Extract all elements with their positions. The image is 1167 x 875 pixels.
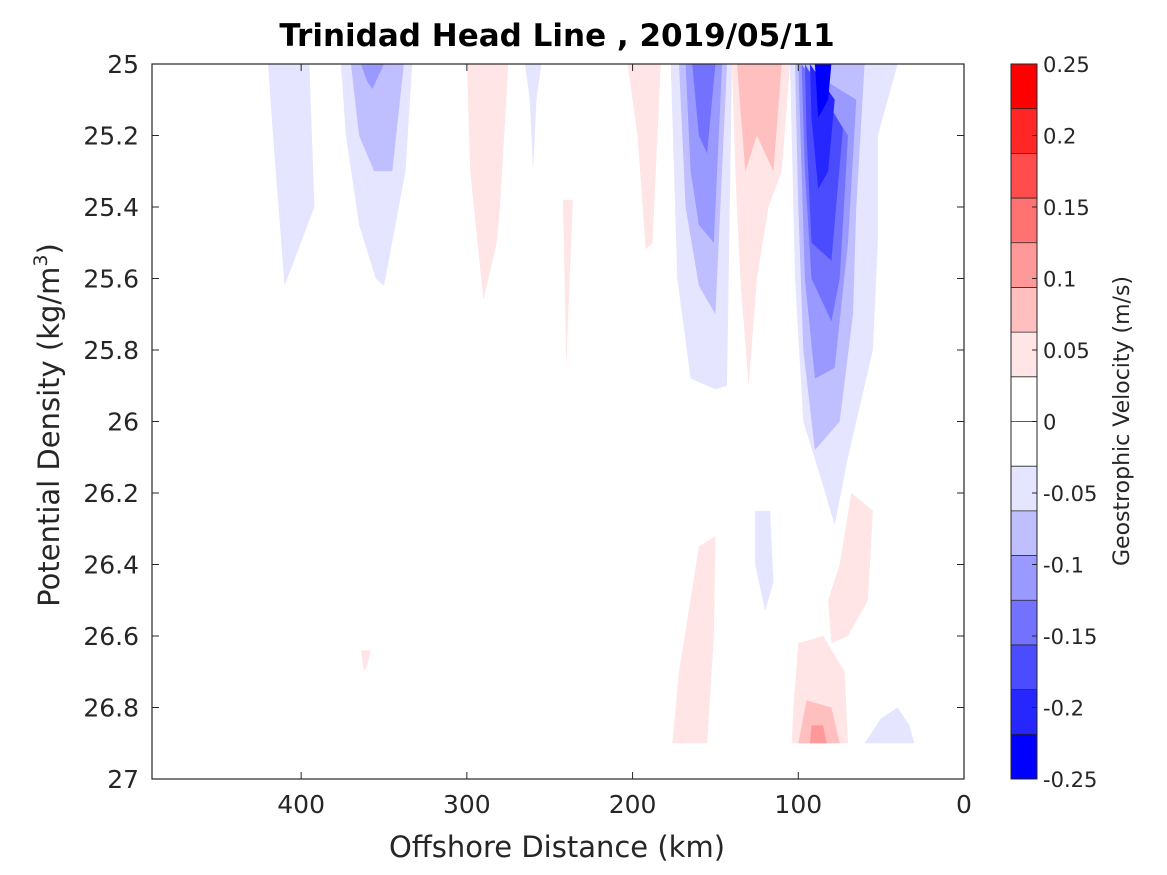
- y-tick-label: 25.8: [83, 336, 139, 365]
- y-tick-label: 25: [107, 50, 139, 79]
- contour-region-16: [755, 510, 774, 611]
- colorbar-segment: [1011, 108, 1037, 154]
- colorbar-segment: [1011, 555, 1037, 601]
- contour-region-28: [360, 650, 371, 672]
- colorbar-tick-label: 0.15: [1043, 196, 1090, 220]
- contour-region-8: [692, 64, 716, 154]
- y-axis-label-superscript: 3: [30, 254, 52, 266]
- y-axis-label-text: Potential Density (kg/m: [32, 267, 66, 607]
- y-tick-label: 26.4: [83, 551, 139, 580]
- colorbar-segment: [1011, 734, 1037, 780]
- y-tick-label: 25.2: [83, 122, 139, 151]
- colorbar-segments: [1011, 64, 1037, 780]
- contour-region-20: [627, 64, 661, 250]
- y-tick-label: 27: [107, 765, 139, 794]
- colorbar-segment: [1011, 466, 1037, 512]
- colorbar: 0.25 0.2 0.15 0.1 0.05 0 -0.05 -0.1 -0.15 -0.2 -0.…: [1010, 53, 1135, 792]
- y-tick-label: 25.4: [83, 193, 139, 222]
- colorbar-segment: [1011, 332, 1037, 378]
- colorbar-tick-label: -0.15: [1043, 625, 1097, 649]
- colorbar-segment: [1011, 510, 1037, 556]
- y-tick-label: 26.8: [83, 694, 139, 723]
- colorbar-tick-label: 0: [1043, 411, 1056, 435]
- contour-region-23: [828, 493, 873, 644]
- colorbar-segment: [1011, 198, 1037, 244]
- contour-region-4: [524, 64, 542, 172]
- x-axis-ticks: 400 300 200 100 0: [277, 64, 972, 819]
- colorbar-tick-label: -0.2: [1043, 697, 1084, 721]
- colorbar-segment: [1011, 689, 1037, 735]
- chart-title: Trinidad Head Line , 2019/05/11: [279, 18, 834, 54]
- contour-region-7: [685, 64, 723, 243]
- contour-region-19: [563, 199, 573, 368]
- contour-region-27: [809, 725, 827, 744]
- y-tick-label: 25.6: [83, 265, 139, 294]
- y-axis-ticks: 25 25.2 25.4 25.6 25.8 26 26.2 26.4 26.6 26.8 27: [83, 50, 964, 794]
- x-tick-label: 0: [956, 790, 972, 819]
- colorbar-tick-label: -0.1: [1043, 554, 1084, 578]
- colorbar-segment: [1011, 376, 1037, 422]
- contour-region-18: [466, 64, 509, 300]
- colorbar-segment: [1011, 644, 1037, 690]
- colorbar-ticks: 0.25 0.2 0.15 0.1 0.05 0 -0.05 -0.1 -0.15 -0.2 -0.…: [1032, 53, 1097, 792]
- contour-region-15: [814, 64, 832, 118]
- colorbar-segment: [1011, 242, 1037, 288]
- contour-region-26: [798, 700, 840, 744]
- x-axis-label: Offshore Distance (km): [389, 830, 725, 864]
- y-tick-label: 26: [107, 408, 139, 437]
- contour-region-3: [360, 64, 384, 89]
- y-tick-label: 26.2: [83, 479, 139, 508]
- colorbar-tick-label: 0.25: [1043, 53, 1090, 77]
- colorbar-segment: [1011, 600, 1037, 646]
- colorbar-segment: [1011, 153, 1037, 199]
- contour-region-0: [268, 64, 315, 286]
- x-tick-label: 400: [277, 790, 325, 819]
- x-tick-label: 100: [774, 790, 822, 819]
- colorbar-segment: [1011, 421, 1037, 467]
- colorbar-segment: [1011, 64, 1037, 109]
- y-axis-label-close: ): [32, 243, 66, 254]
- y-tick-label: 26.6: [83, 622, 139, 651]
- colorbar-tick-label: 0.05: [1043, 339, 1090, 363]
- contour-region-22: [737, 64, 782, 172]
- contour-region-17: [864, 707, 915, 744]
- contour-region-2: [350, 64, 404, 172]
- contour-fill-group: [268, 64, 915, 744]
- colorbar-tick-label: 0.1: [1043, 268, 1076, 292]
- colorbar-segment: [1011, 287, 1037, 333]
- y-axis-label: Potential Density (kg/m3): [30, 243, 66, 607]
- colorbar-tick-label: 0.2: [1043, 125, 1076, 149]
- contour-region-24: [672, 535, 716, 744]
- x-tick-label: 200: [609, 790, 657, 819]
- plot-area: 400 300 200 100 0 25 25.2 25.4 25.6 25.8 26 26.2 26…: [83, 50, 972, 819]
- x-tick-label: 300: [443, 790, 491, 819]
- colorbar-tick-label: -0.05: [1043, 482, 1097, 506]
- colorbar-label: Geostrophic Velocity (m/s): [1110, 276, 1135, 566]
- colorbar-tick-label: -0.25: [1043, 768, 1097, 792]
